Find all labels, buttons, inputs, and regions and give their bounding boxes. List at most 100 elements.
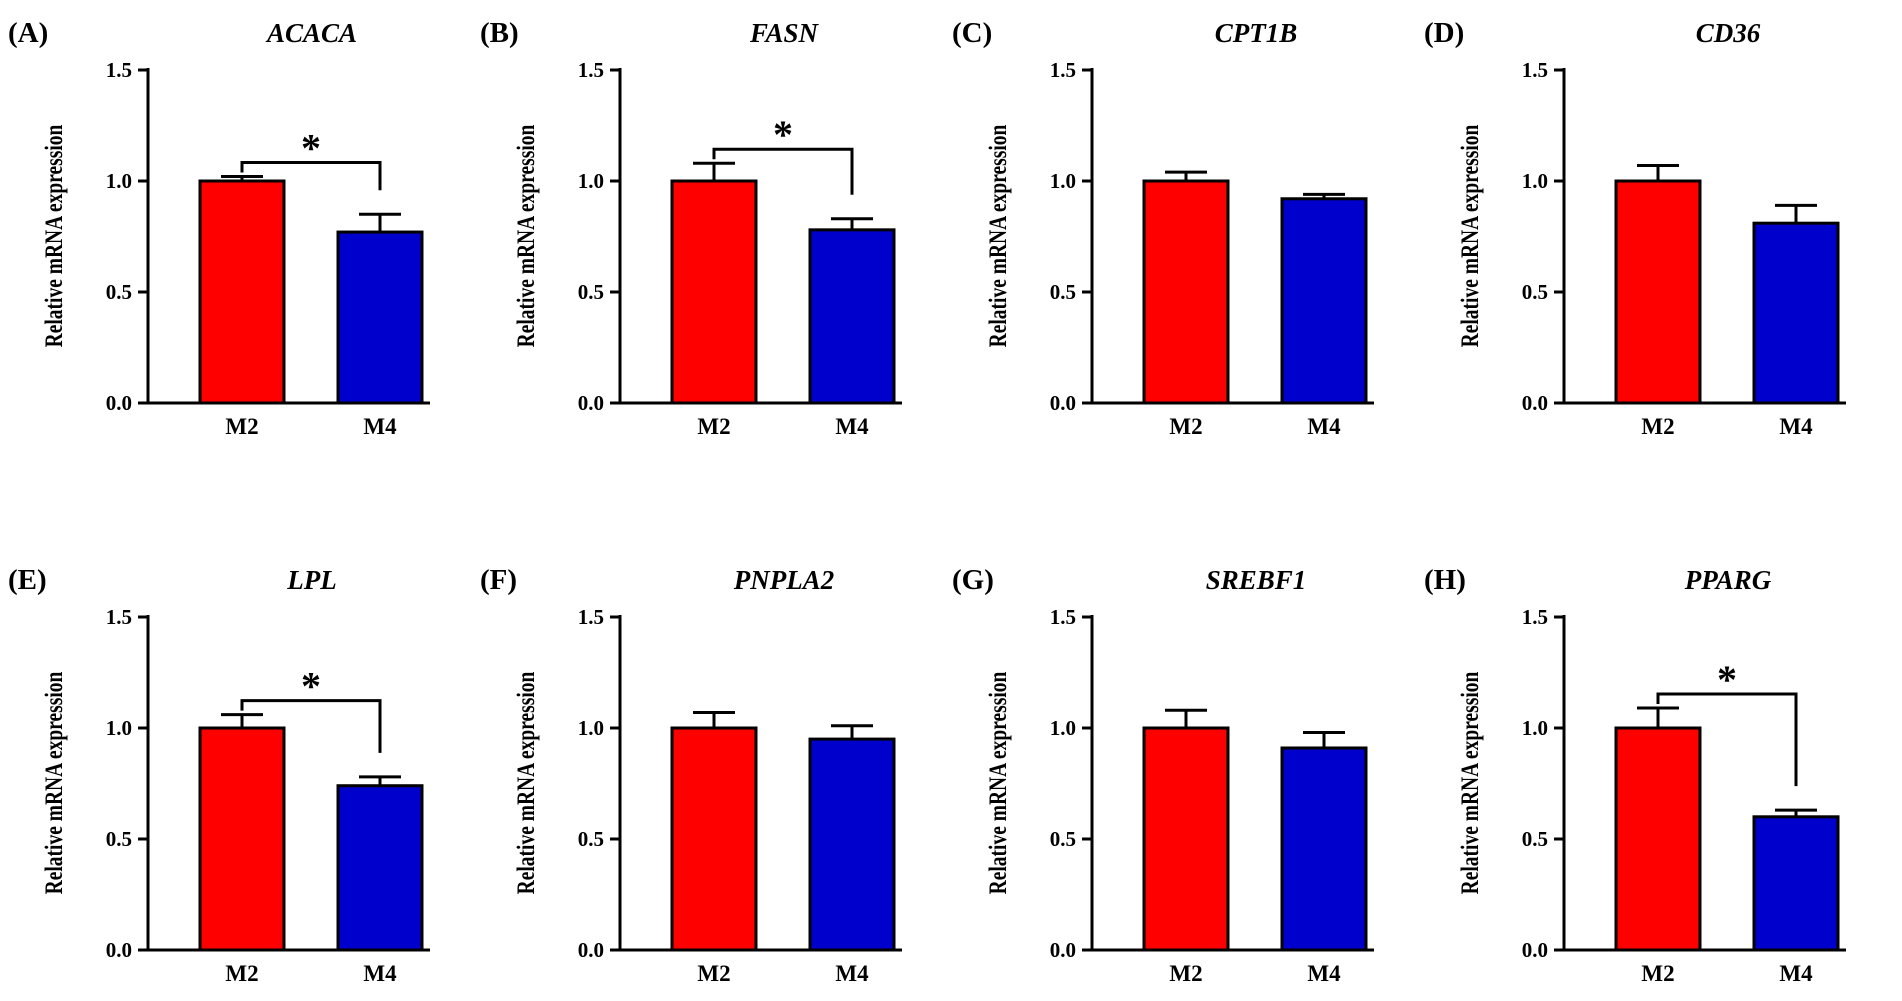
- error-bar-m4: [1775, 808, 1817, 817]
- chart-title: CD36: [1696, 18, 1761, 48]
- y-axis-label: Relative mRNA expression: [40, 124, 68, 347]
- error-bar-m2: [1637, 163, 1679, 181]
- significance-bracket: [712, 147, 854, 195]
- y-tick-label: 1.5: [1050, 58, 1076, 82]
- error-bar-m4: [359, 775, 401, 786]
- panel-pparg: (H) PPARG Relative mRNA expression 0.0 0.5 1.…: [1424, 564, 1846, 986]
- panel-srebf1: (G) SREBF1 Relative mRNA expression 0.0 0.5 1…: [952, 564, 1374, 986]
- bar-m4: [808, 228, 896, 405]
- x-tick-label: M2: [225, 414, 258, 439]
- y-tick-label: 1.0: [578, 169, 604, 193]
- y-tick-label: 1.5: [106, 58, 132, 82]
- error-bar-m4: [1303, 730, 1345, 748]
- panel-label: (G): [952, 564, 994, 596]
- y-tick-label: 0.5: [106, 280, 132, 304]
- chart-title: FASN: [749, 18, 820, 48]
- panel-acaca: (A) ACACA Relative mRNA expression 0.0 0.5 1.…: [8, 17, 430, 439]
- y-tick-label: 1.0: [1522, 716, 1548, 740]
- y-tick-label: 1.5: [1522, 58, 1548, 82]
- bar-m4: [808, 737, 896, 952]
- y-tick-label: 0.5: [1522, 280, 1548, 304]
- bar-m4: [1752, 815, 1840, 952]
- x-tick-label: M4: [835, 414, 869, 439]
- significance-bracket: [240, 161, 382, 191]
- x-tick-label: M4: [1307, 414, 1341, 439]
- panel-cpt1b: (C) CPT1B Relative mRNA expression 0.0 0.5 1.…: [952, 17, 1374, 439]
- panel-lpl: (E) LPL Relative mRNA expression 0.0 0.5 1.0 1…: [8, 564, 430, 986]
- panel-label: (C): [952, 17, 992, 49]
- y-tick-label: 1.0: [1522, 169, 1548, 193]
- panel-label: (H): [1424, 564, 1466, 596]
- x-tick-label: M2: [1641, 961, 1674, 986]
- x-tick-label: M4: [363, 414, 397, 439]
- bar-m2: [670, 726, 758, 952]
- y-tick-label: 0.0: [578, 938, 604, 962]
- y-tick-label: 1.5: [578, 58, 604, 82]
- bar-m2: [198, 726, 286, 952]
- bar-m4: [1752, 221, 1840, 405]
- panel-label: (E): [8, 564, 47, 596]
- bar-m4: [336, 230, 424, 405]
- y-tick-label: 0.0: [1050, 938, 1076, 962]
- y-tick-label: 1.5: [1522, 605, 1548, 629]
- y-tick-label: 0.0: [1522, 391, 1548, 415]
- x-tick-label: M2: [697, 961, 730, 986]
- x-tick-label: M2: [1169, 414, 1202, 439]
- panel-label: (F): [480, 564, 517, 596]
- y-axis-label: Relative mRNA expression: [1456, 124, 1484, 347]
- error-bar-m2: [1637, 706, 1679, 728]
- y-tick-label: 0.5: [578, 280, 604, 304]
- x-tick-label: M2: [225, 961, 258, 986]
- x-tick-label: M2: [1641, 414, 1674, 439]
- x-tick-label: M4: [363, 961, 397, 986]
- bar-m2: [1142, 726, 1230, 952]
- significance-bracket: [240, 699, 382, 753]
- y-tick-label: 0.0: [1522, 938, 1548, 962]
- error-bar-m4: [831, 217, 873, 230]
- x-tick-label: M2: [1169, 961, 1202, 986]
- y-tick-label: 0.0: [1050, 391, 1076, 415]
- y-tick-label: 0.0: [106, 938, 132, 962]
- chart-title: ACACA: [265, 18, 357, 48]
- panel-label: (D): [1424, 17, 1464, 49]
- y-tick-label: 0.0: [106, 391, 132, 415]
- x-tick-label: M4: [835, 961, 869, 986]
- bar-m4: [336, 784, 424, 952]
- y-axis-label: Relative mRNA expression: [40, 671, 68, 894]
- error-bar-m2: [1165, 170, 1207, 181]
- bar-m2: [198, 179, 286, 405]
- y-tick-label: 1.0: [106, 716, 132, 740]
- y-tick-label: 0.5: [106, 827, 132, 851]
- bar-m2: [1142, 179, 1230, 405]
- y-axis-label: Relative mRNA expression: [1456, 671, 1484, 894]
- error-bar-m4: [1775, 203, 1817, 224]
- bar-m4: [1280, 197, 1368, 405]
- significance-bracket: [1656, 692, 1798, 787]
- bar-m4: [1280, 746, 1368, 952]
- panel-label: (A): [8, 17, 48, 49]
- error-bar-m2: [693, 710, 735, 728]
- error-bar-m2: [1165, 708, 1207, 728]
- y-tick-label: 0.5: [578, 827, 604, 851]
- x-tick-label: M4: [1779, 961, 1813, 986]
- y-axis-label: Relative mRNA expression: [512, 124, 540, 347]
- x-tick-label: M2: [697, 414, 730, 439]
- chart-title: LPL: [286, 565, 336, 595]
- y-tick-label: 1.5: [578, 605, 604, 629]
- y-tick-label: 1.0: [1050, 716, 1076, 740]
- chart-title: PNPLA2: [733, 565, 835, 595]
- panel-label: (B): [480, 17, 519, 49]
- significance-marker: *: [301, 664, 321, 709]
- chart-title: SREBF1: [1206, 565, 1307, 595]
- panel-fasn: (B) FASN Relative mRNA expression 0.0 0.5 1.0…: [480, 17, 902, 439]
- bar-m2: [1614, 179, 1702, 405]
- y-tick-label: 1.0: [578, 716, 604, 740]
- significance-marker: *: [773, 112, 793, 157]
- error-bar-m4: [831, 724, 873, 740]
- y-tick-label: 1.5: [1050, 605, 1076, 629]
- y-tick-label: 0.0: [578, 391, 604, 415]
- y-axis-label: Relative mRNA expression: [984, 671, 1012, 894]
- y-axis-label: Relative mRNA expression: [984, 124, 1012, 347]
- error-bar-m4: [1303, 192, 1345, 199]
